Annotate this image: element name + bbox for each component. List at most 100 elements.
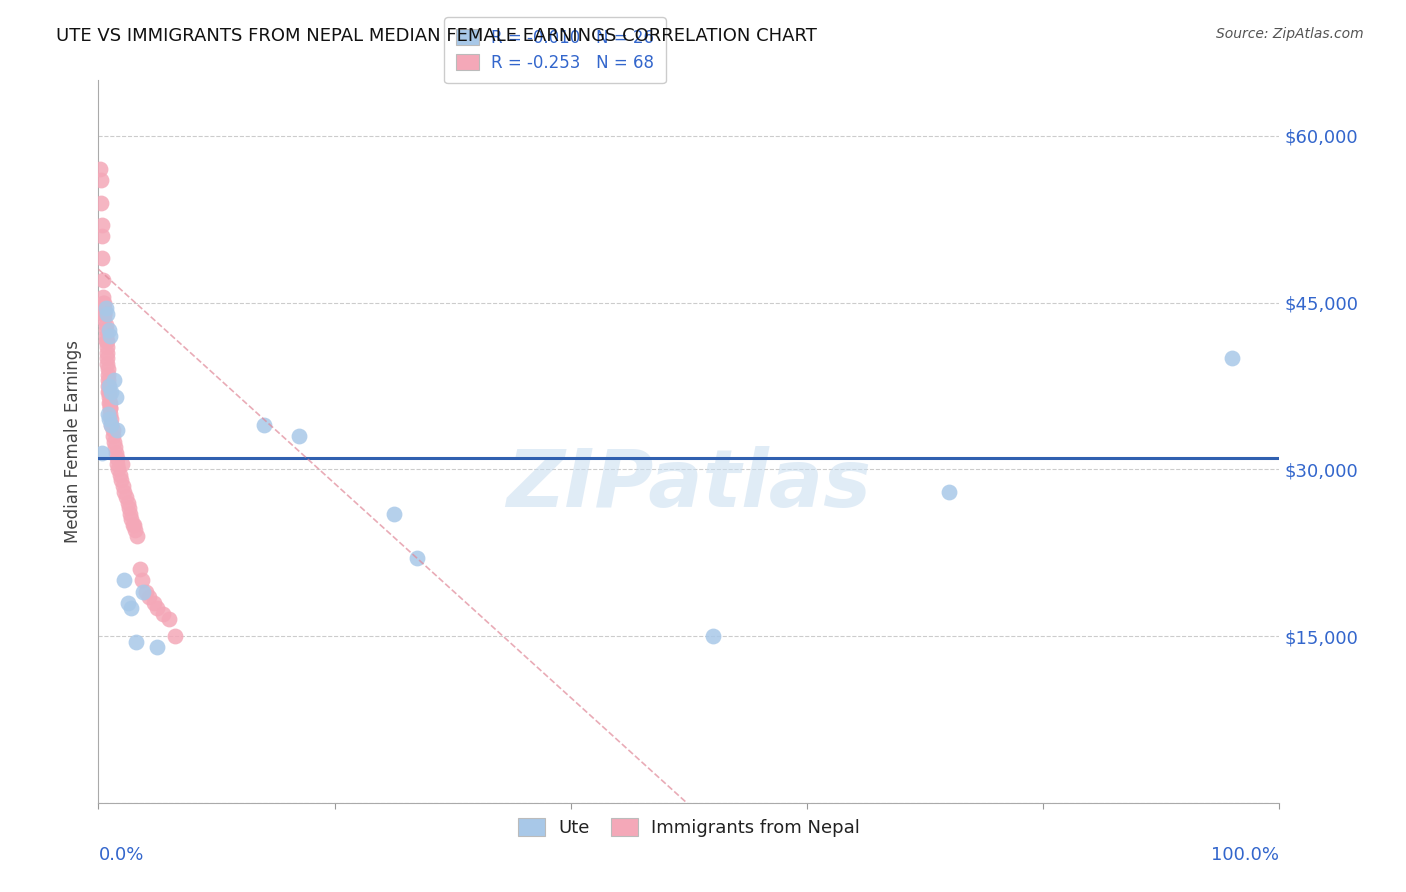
Point	[91, 445, 114, 459]
Point	[98, 384, 121, 399]
Text: Source: ZipAtlas.com: Source: ZipAtlas.com	[1216, 27, 1364, 41]
Point	[105, 451, 128, 466]
Point	[98, 395, 121, 409]
Point	[98, 401, 121, 416]
Point	[165, 629, 187, 643]
Point	[93, 312, 115, 326]
Point	[112, 574, 135, 588]
Point	[93, 307, 115, 321]
Point	[114, 490, 136, 504]
Point	[112, 484, 135, 499]
Point	[125, 634, 148, 648]
Point	[98, 323, 121, 337]
Point	[157, 612, 180, 626]
Point	[96, 307, 118, 321]
Point	[105, 424, 128, 438]
Point	[124, 524, 146, 538]
Point	[100, 412, 122, 426]
Point	[98, 412, 121, 426]
Text: ZIPatlas: ZIPatlas	[506, 446, 872, 524]
Point	[127, 529, 149, 543]
Point	[91, 295, 114, 310]
Point	[94, 329, 117, 343]
Text: 0.0%: 0.0%	[98, 847, 143, 864]
Point	[91, 290, 114, 304]
Point	[138, 590, 160, 604]
Point	[97, 407, 120, 421]
Point	[94, 334, 117, 349]
Point	[107, 462, 129, 476]
Point	[104, 440, 127, 454]
Point	[91, 273, 114, 287]
Point	[110, 474, 132, 488]
Point	[105, 457, 128, 471]
Point	[128, 562, 150, 576]
Point	[406, 551, 429, 566]
Point	[98, 329, 121, 343]
Point	[117, 596, 139, 610]
Text: 100.0%: 100.0%	[1212, 847, 1279, 864]
Point	[100, 417, 122, 432]
Point	[121, 601, 143, 615]
Point	[91, 251, 114, 265]
Point	[91, 218, 114, 232]
Point	[98, 390, 121, 404]
Point	[97, 368, 120, 382]
Point	[100, 384, 122, 399]
Point	[288, 429, 311, 443]
Point	[382, 507, 405, 521]
Point	[90, 195, 112, 210]
Point	[135, 584, 157, 599]
Point	[120, 507, 142, 521]
Point	[702, 629, 724, 643]
Point	[96, 357, 118, 371]
Point	[111, 457, 134, 471]
Point	[101, 424, 124, 438]
Point	[96, 345, 118, 359]
Point	[142, 596, 165, 610]
Point	[97, 362, 120, 376]
Point	[94, 323, 117, 337]
Point	[96, 351, 118, 366]
Point	[93, 307, 115, 321]
Point	[121, 512, 143, 526]
Point	[121, 517, 143, 532]
Point	[94, 301, 117, 315]
Point	[105, 390, 128, 404]
Point	[118, 501, 141, 516]
Point	[98, 395, 121, 409]
Point	[103, 434, 125, 449]
Point	[98, 407, 121, 421]
Point	[1220, 351, 1243, 366]
Point	[97, 373, 120, 387]
Point	[98, 401, 121, 416]
Point	[96, 340, 118, 354]
Point	[105, 445, 128, 459]
Point	[93, 295, 115, 310]
Point	[146, 601, 169, 615]
Text: UTE VS IMMIGRANTS FROM NEPAL MEDIAN FEMALE EARNINGS CORRELATION CHART: UTE VS IMMIGRANTS FROM NEPAL MEDIAN FEMA…	[56, 27, 817, 45]
Point	[122, 517, 145, 532]
Point	[132, 584, 155, 599]
Point	[131, 574, 153, 588]
Point	[91, 228, 114, 243]
Point	[90, 173, 112, 187]
Point	[938, 484, 960, 499]
Point	[112, 479, 135, 493]
Point	[96, 334, 118, 349]
Point	[152, 607, 174, 621]
Point	[94, 318, 117, 332]
Point	[103, 373, 125, 387]
Point	[93, 301, 115, 315]
Point	[97, 384, 120, 399]
Point	[146, 640, 169, 655]
Point	[108, 467, 131, 482]
Point	[101, 429, 124, 443]
Y-axis label: Median Female Earnings: Median Female Earnings	[65, 340, 83, 543]
Legend: Ute, Immigrants from Nepal: Ute, Immigrants from Nepal	[510, 811, 868, 845]
Point	[97, 379, 120, 393]
Point	[98, 379, 121, 393]
Point	[100, 417, 122, 432]
Point	[89, 162, 111, 177]
Point	[117, 496, 139, 510]
